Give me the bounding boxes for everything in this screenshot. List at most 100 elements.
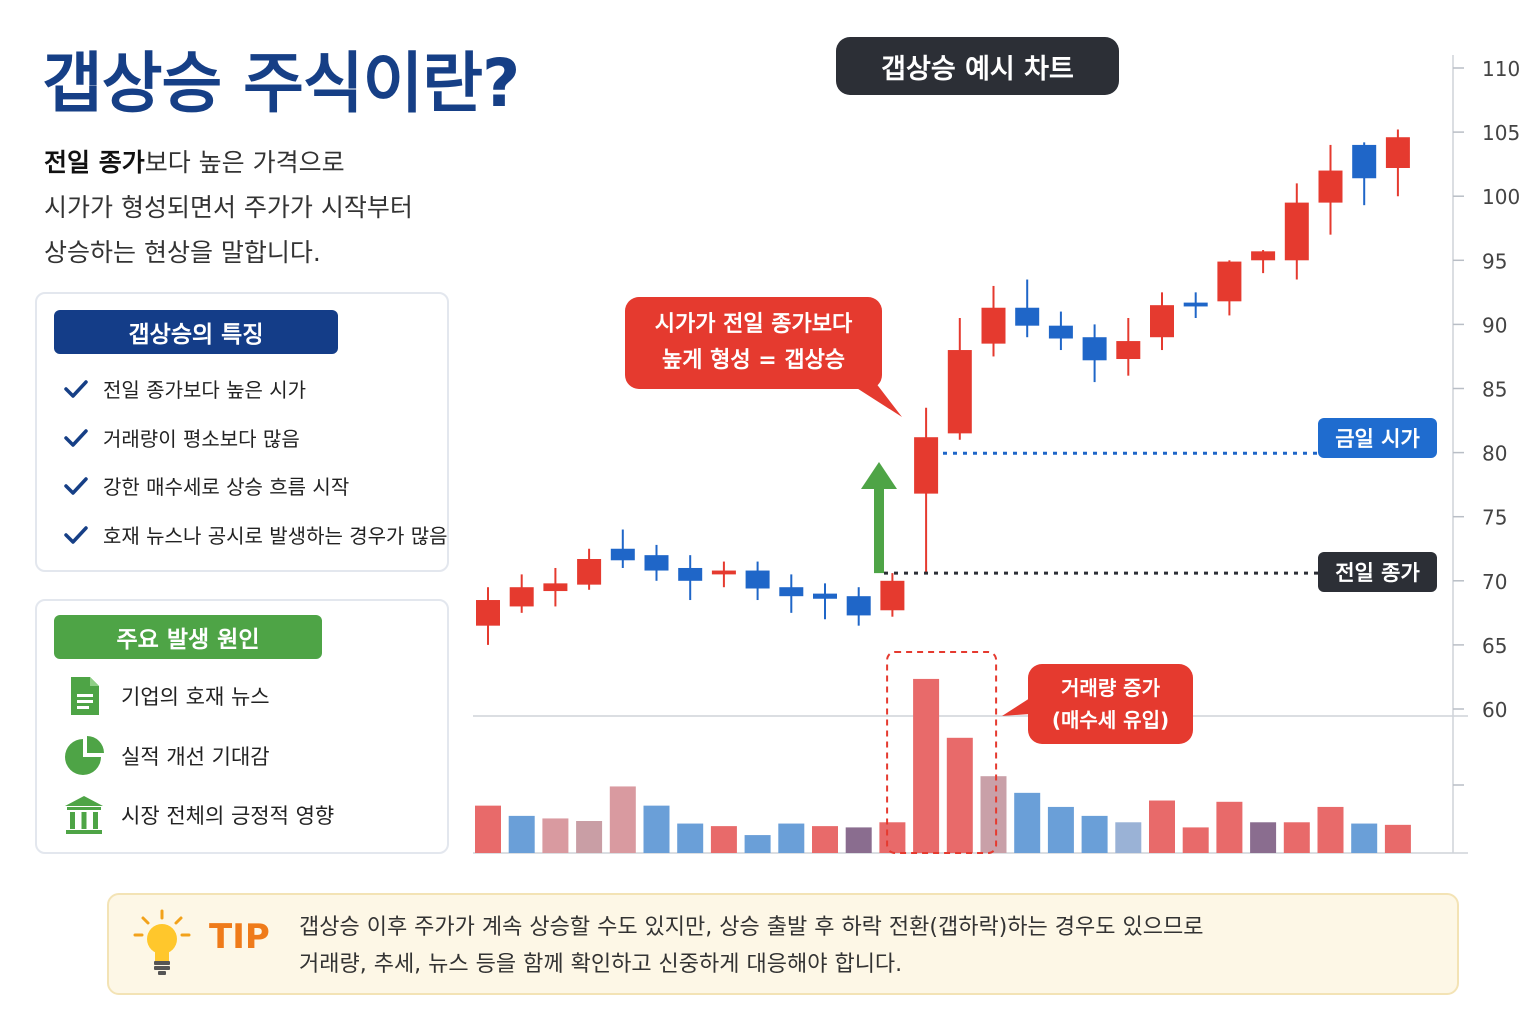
y-tick-label: 70 (1482, 570, 1507, 594)
volume-bar (643, 805, 670, 853)
volume-bar (845, 827, 872, 853)
candle-body (1183, 302, 1208, 307)
y-tick-label: 110 (1482, 57, 1520, 81)
tip-text: 갭상승 이후 주가가 계속 상승할 수도 있지만, 상승 출발 후 하락 전환(… (299, 909, 1203, 983)
candle-body (1116, 341, 1141, 360)
candle-body (644, 555, 669, 571)
gap-callout: 시가가 전일 종가보다 높게 형성 = 갭상승 (625, 297, 882, 389)
intro-line1: 보다 높은 가격으로 (144, 148, 345, 177)
y-tick-label: 65 (1482, 634, 1507, 658)
y-tick-label: 60 (1482, 698, 1507, 722)
check-icon (64, 379, 88, 398)
candle-body (1251, 251, 1276, 261)
candle-body (476, 600, 500, 626)
volume-bar (475, 805, 501, 853)
gap-up-chart: 60 65 70 75 80 85 90 95 100 105 110 (473, 55, 1520, 854)
volume-highlight-box (886, 651, 998, 854)
causes-panel: 주요 발생 원인 기업의 호재 뉴스 실적 개선 기대감 시장 전체의 긍정적 … (35, 599, 449, 854)
candle-body (1217, 261, 1242, 302)
volume-bar (1081, 815, 1108, 853)
feature-item: 전일 종가보다 높은 시가 (63, 374, 306, 403)
volume-callout-pointer (1002, 698, 1030, 716)
feature-item: 호재 뉴스나 공시로 발생하는 경우가 많음 (63, 520, 448, 549)
volume-bar (1283, 822, 1310, 853)
tip-line2: 거래량, 추세, 뉴스 등을 함께 확인하고 신중하게 대응해야 합니다. (299, 952, 903, 977)
volume-bar (1216, 801, 1243, 853)
volume-bar (946, 737, 973, 853)
y-tick-label: 90 (1482, 313, 1507, 337)
candlesticks (476, 129, 1410, 645)
cause-item: 기업의 호재 뉴스 (63, 675, 270, 717)
gap-arrow-head (861, 462, 897, 489)
causes-heading: 주요 발생 원인 (54, 615, 322, 659)
volume-callout-line2: (매수세 유입) (1051, 708, 1170, 732)
volume-bar (1317, 806, 1344, 853)
document-icon (71, 677, 99, 715)
y-tick-label: 80 (1482, 442, 1507, 466)
volume-bar (879, 822, 906, 853)
candle-body (509, 587, 534, 607)
gap-callout-line2: 높게 형성 = 갭상승 (661, 348, 846, 373)
volume-bar (710, 826, 737, 853)
y-tick-label: 85 (1482, 378, 1507, 402)
candle-body (779, 587, 804, 597)
candle-body (1385, 137, 1410, 168)
cause-label: 시장 전체의 긍정적 영향 (121, 804, 335, 828)
feature-label: 거래량이 평소보다 많음 (103, 427, 300, 451)
volume-callout: 거래량 증가 (매수세 유입) (1028, 664, 1193, 744)
candle-body (745, 570, 770, 589)
candle-body (711, 570, 736, 575)
volume-bar (542, 818, 569, 853)
candle-body (1048, 325, 1073, 339)
intro-line2: 시가가 형성되면서 주가가 시작부터 (44, 193, 413, 222)
volume-bar (1384, 824, 1411, 853)
y-tick-label: 95 (1482, 249, 1507, 273)
volume-bar (778, 823, 805, 853)
candle-body (880, 580, 905, 611)
volume-bar (1250, 822, 1277, 853)
tip-box: TIP 갭상승 이후 주가가 계속 상승할 수도 있지만, 상승 출발 후 하락… (107, 893, 1459, 995)
page-title: 갭상승 주식이란? (42, 45, 520, 122)
y-tick-label: 75 (1482, 506, 1507, 530)
volume-bar (677, 823, 704, 853)
check-icon (64, 428, 88, 447)
bank-icon (65, 796, 103, 834)
chart-overlays (852, 378, 1318, 854)
candle-body (846, 596, 871, 616)
candle-body (1150, 305, 1174, 338)
prev-close-tag: 전일 종가 (1318, 552, 1437, 592)
cause-item: 시장 전체의 긍정적 영향 (63, 794, 334, 836)
volume-bar (1115, 822, 1142, 853)
intro-text: 전일 종가보다 높은 가격으로 시가가 형성되면서 주가가 시작부터 상승하는 … (44, 140, 413, 275)
intro-bold: 전일 종가 (44, 148, 145, 177)
features-heading: 갭상승의 특징 (54, 310, 338, 354)
feature-label: 강한 매수세로 상승 흐름 시작 (103, 475, 350, 499)
features-panel: 갭상승의 특징 전일 종가보다 높은 시가 거래량이 평소보다 많음 강한 매수… (35, 292, 449, 572)
volume-callout-line1: 거래량 증가 (1061, 676, 1160, 700)
feature-label: 호재 뉴스나 공시로 발생하는 경우가 많음 (103, 524, 448, 548)
gap-callout-line1: 시가가 전일 종가보다 (654, 312, 853, 337)
volume-bar (508, 815, 535, 853)
tip-line1: 갭상승 이후 주가가 계속 상승할 수도 있지만, 상승 출발 후 하락 전환(… (299, 915, 1204, 940)
check-icon (64, 525, 88, 544)
volume-bar (980, 776, 1007, 853)
candle-body (577, 559, 602, 585)
candle-body (678, 567, 703, 581)
candle-body (1015, 307, 1040, 326)
feature-label: 전일 종가보다 높은 시가 (103, 378, 307, 402)
today-open-tag: 금일 시가 (1318, 418, 1437, 458)
intro-line3: 상승하는 현상을 말합니다. (44, 238, 321, 267)
candle-body (1318, 170, 1343, 203)
volume-bar (1351, 823, 1378, 853)
check-icon (64, 476, 88, 495)
chart-title: 갭상승 예시 차트 (836, 37, 1119, 95)
volume-bar (1149, 800, 1175, 853)
volume-bar (1047, 806, 1074, 853)
lightbulb-icon (133, 909, 191, 975)
y-tick-label: 105 (1482, 121, 1520, 145)
cause-label: 기업의 호재 뉴스 (121, 685, 270, 709)
volume-bar (913, 678, 940, 853)
gap-arrow-shaft (874, 487, 884, 574)
candle-body (1082, 337, 1107, 361)
candle-body (543, 583, 568, 592)
